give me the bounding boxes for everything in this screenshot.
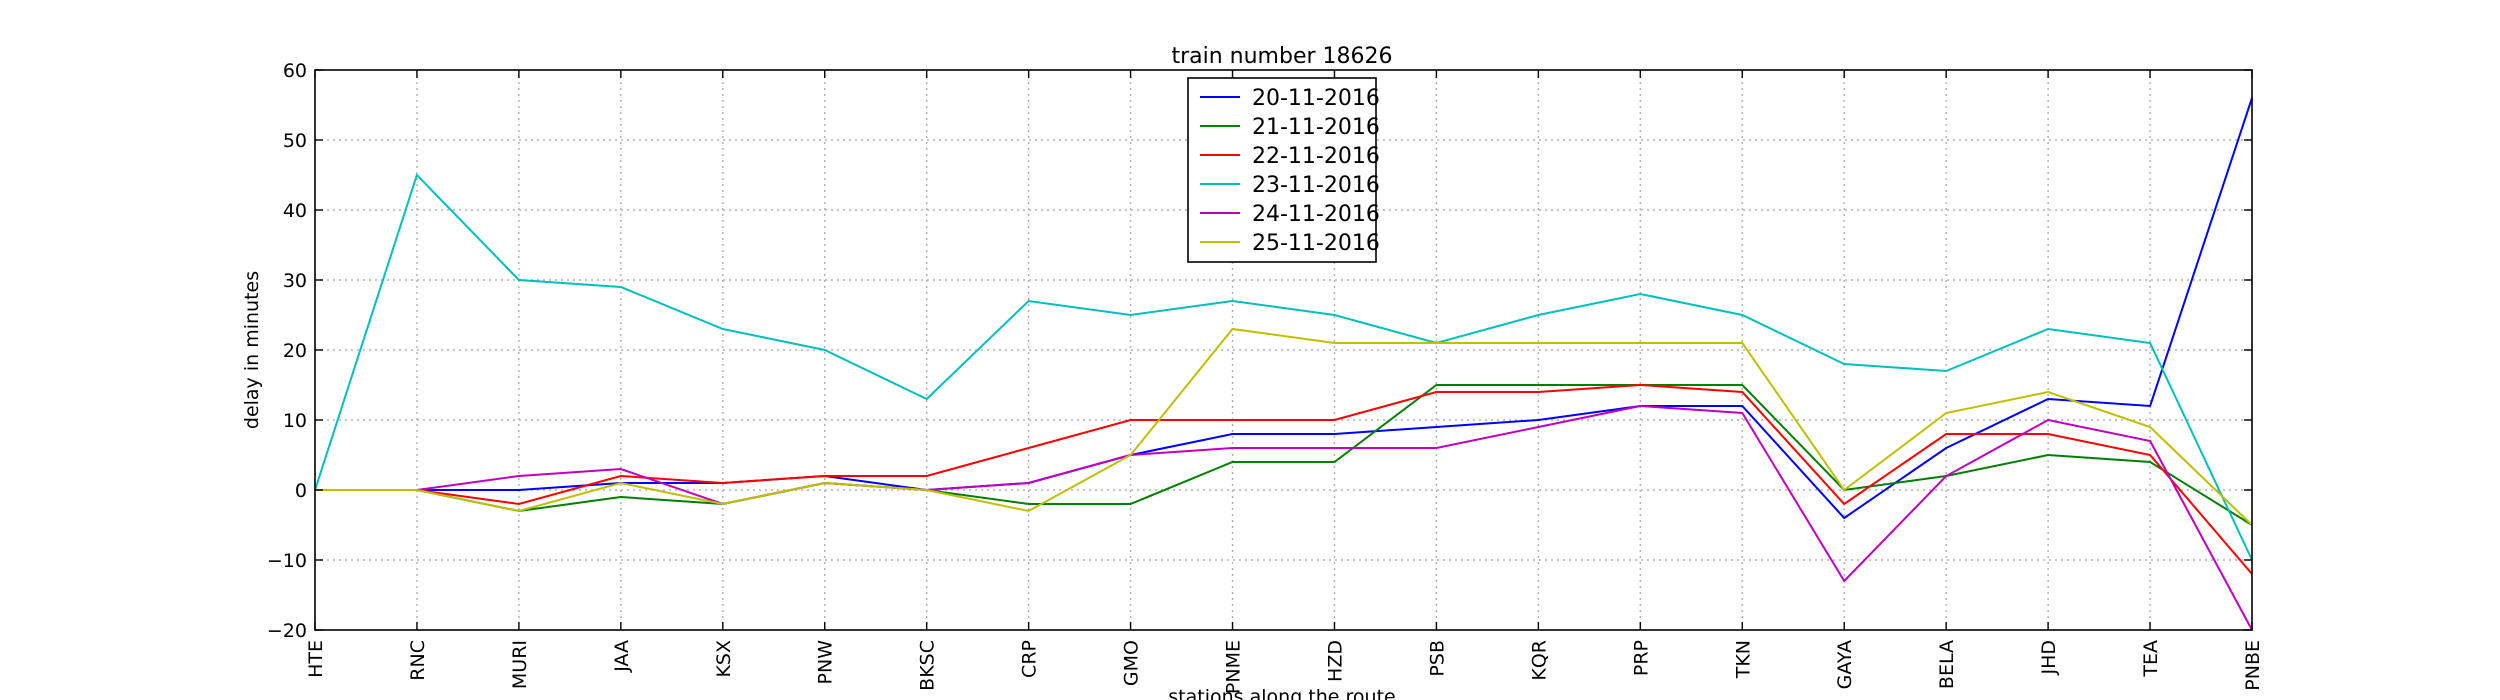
series-line-24-11-2016 <box>315 404 2253 631</box>
series-line-22-11-2016 <box>315 383 2253 575</box>
y-tick-labels: −20 −10 0 10 20 30 40 50 60 <box>267 60 307 642</box>
legend-box <box>1187 77 1377 263</box>
x-axis-title: stations along the route <box>1168 686 1395 700</box>
series-line-25-11-2016 <box>315 327 2253 526</box>
x-tick-label: JHD <box>2038 640 2060 676</box>
x-tick-label: MURI <box>509 640 531 689</box>
x-tick-label: PNW <box>815 640 837 685</box>
x-tick-label: TEA <box>2140 640 2162 678</box>
x-tick-label: RNC <box>407 640 429 681</box>
y-tick-label: −20 <box>267 620 307 642</box>
y-tick-label: 30 <box>283 270 307 292</box>
x-tick-label: PSB <box>1426 640 1448 677</box>
y-tick-label: −10 <box>267 550 307 572</box>
legend: 20-11-2016 21-11-2016 22-11-2016 23-11-2016… <box>1187 77 1380 263</box>
y-axis-title: delay in minutes <box>241 271 263 429</box>
legend-label: 20-11-2016 <box>1252 86 1380 111</box>
series-line-20-11-2016 <box>315 97 2253 520</box>
y-tick-label: 40 <box>283 200 307 222</box>
y-tick-label: 60 <box>283 60 307 82</box>
series-line-21-11-2016 <box>315 384 2253 526</box>
chart-title: train number 18626 <box>1171 44 1392 69</box>
axis-ticks <box>314 69 2253 631</box>
x-tick-label: BELA <box>1936 640 1958 689</box>
x-tick-label: JAA <box>611 640 633 673</box>
x-tick-label: KSX <box>713 640 735 678</box>
x-tick-label: HZD <box>1324 640 1346 682</box>
x-tick-label: CRP <box>1019 640 1041 678</box>
x-tick-label: KQR <box>1528 640 1550 681</box>
legend-label: 23-11-2016 <box>1252 173 1380 198</box>
x-tick-label: HTE <box>305 640 327 678</box>
x-tick-label: GAYA <box>1834 640 1856 689</box>
x-tick-label: PNBE <box>2242 640 2264 691</box>
series-line-23-11-2016 <box>314 173 2253 561</box>
grid-lines <box>315 70 2252 630</box>
y-tick-label: 10 <box>283 410 307 432</box>
x-tick-label: PRP <box>1630 640 1652 676</box>
legend-label: 24-11-2016 <box>1252 202 1380 227</box>
legend-label: 25-11-2016 <box>1252 231 1380 256</box>
x-tick-label: GMO <box>1121 640 1143 686</box>
y-tick-label: 0 <box>295 480 307 502</box>
y-tick-label: 50 <box>283 130 307 152</box>
x-tick-label: PNME <box>1223 640 1245 694</box>
legend-label: 21-11-2016 <box>1252 115 1380 140</box>
y-tick-label: 20 <box>283 340 307 362</box>
series-lines <box>314 97 2253 631</box>
legend-label: 22-11-2016 <box>1252 144 1380 169</box>
x-tick-labels: HTE RNC MURI JAA KSX PNW BKSC CRP GMO PNME HZD PSB K… <box>305 640 2264 694</box>
x-tick-label: BKSC <box>917 640 939 691</box>
x-tick-label: TKN <box>1732 640 1754 679</box>
